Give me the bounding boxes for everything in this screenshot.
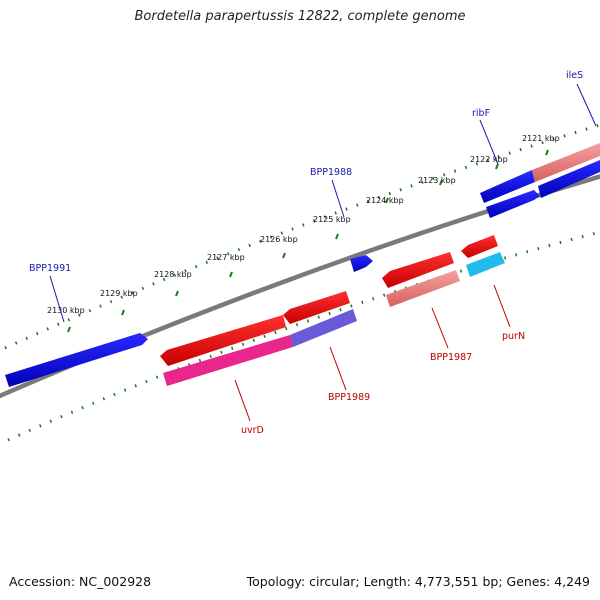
cds-bar-BPP1987[interactable] <box>386 270 460 307</box>
cds-bar-ileS[interactable] <box>532 143 600 182</box>
gene-arrow-ileS[interactable] <box>538 160 600 198</box>
scale-label: 2127 kbp <box>207 253 245 262</box>
gene-arrow-BPP1991[interactable] <box>5 333 148 387</box>
scale-label: 2126 kbp <box>260 235 298 244</box>
callout-line-ribF <box>479 119 499 165</box>
scale-label: 2128 kbp <box>154 270 192 279</box>
gene-label-purN: purN <box>502 331 525 342</box>
map-title: Bordetella parapertussis 12822, complete… <box>134 9 466 24</box>
callout-line-ileS <box>576 83 597 127</box>
callout-line-BPP1987 <box>431 307 449 349</box>
scale-label: 2129 kbp <box>100 289 138 298</box>
callout-line-BPP1989 <box>329 346 347 391</box>
scale-label: 2122 kbp <box>470 155 508 164</box>
gene-label-ileS: ileS <box>566 70 583 81</box>
gene-label-BPP1991: BPP1991 <box>29 263 71 274</box>
cds-bar-BPP1989[interactable] <box>290 309 357 347</box>
gene-arrow-uvrD[interactable] <box>160 315 286 366</box>
callout-line-BPP1991 <box>49 275 65 323</box>
scale-label: 2124 kbp <box>366 196 404 205</box>
accession-text: Accession: NC_002928 <box>9 574 152 589</box>
major-ticks <box>67 149 549 333</box>
gene-label-BPP1987: BPP1987 <box>430 352 472 363</box>
gene-label-uvrD: uvrD <box>241 425 264 436</box>
gene-label-BPP1988: BPP1988 <box>310 167 352 178</box>
cds-bar-purN[interactable] <box>466 252 505 277</box>
gene-label-ribF: ribF <box>472 108 490 119</box>
scale-label: 2121 kbp <box>522 134 560 143</box>
callout-line-purN <box>493 284 511 328</box>
gene-arrow-BPP1987[interactable] <box>382 252 454 288</box>
scale-label: 2123 kbp <box>418 176 456 185</box>
gene-arrow-ribF[interactable] <box>480 170 535 203</box>
gene-arrow-BPP1989[interactable] <box>283 291 350 324</box>
gene-label-BPP1989: BPP1989 <box>328 392 370 403</box>
callout-line-uvrD <box>234 379 251 422</box>
cds-bar-ribF[interactable] <box>486 190 540 218</box>
inner-scale-track <box>7 230 600 442</box>
callout-line-BPP1988 <box>331 179 345 218</box>
gene-arrow-purN[interactable] <box>461 235 498 258</box>
genome-stats-text: Topology: circular; Length: 4,773,551 bp… <box>246 574 590 589</box>
scale-label: 2130 kbp <box>47 306 85 315</box>
cds-bar-uvrD[interactable] <box>163 335 293 386</box>
gene-arrow-BPP1988[interactable] <box>350 255 373 272</box>
scale-label: 2125 kbp <box>313 215 351 224</box>
